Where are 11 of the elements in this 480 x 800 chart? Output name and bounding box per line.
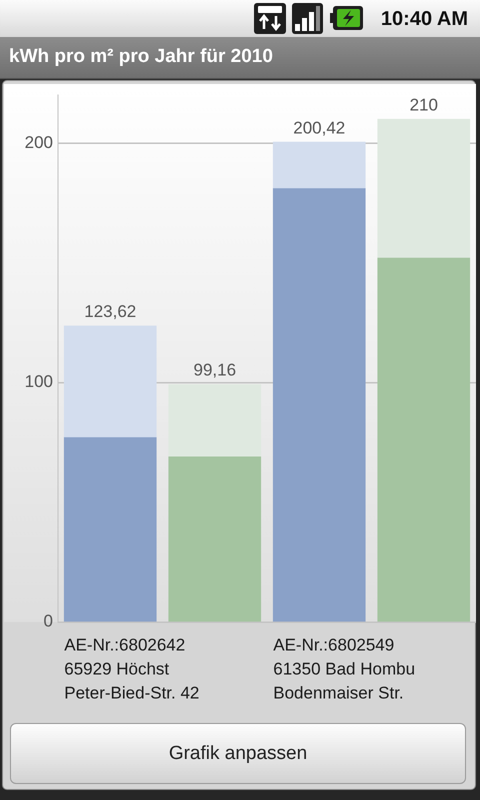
total-label: 99,16 xyxy=(193,360,236,380)
y-tick-label: 100 xyxy=(24,372,53,392)
total-label: 200,42 xyxy=(293,118,346,138)
y-tick-label: 200 xyxy=(24,132,53,152)
text: 10:40 AM xyxy=(380,7,468,31)
total-label: 123,62 xyxy=(84,302,136,322)
x-tick-label: AE-Nr.:6802549 61350 Bad Hombu Bodenmaiser Str. xyxy=(273,636,416,703)
x-tick-label: AE-Nr.:6802642 65929 Höchst Peter-Bied-Str. 42 xyxy=(64,636,200,703)
chart-title: kWh pro m² pro Jahr für 2010 xyxy=(9,45,273,69)
y-tick-label: 0 xyxy=(44,612,53,631)
total-label: 210 xyxy=(410,95,438,114)
